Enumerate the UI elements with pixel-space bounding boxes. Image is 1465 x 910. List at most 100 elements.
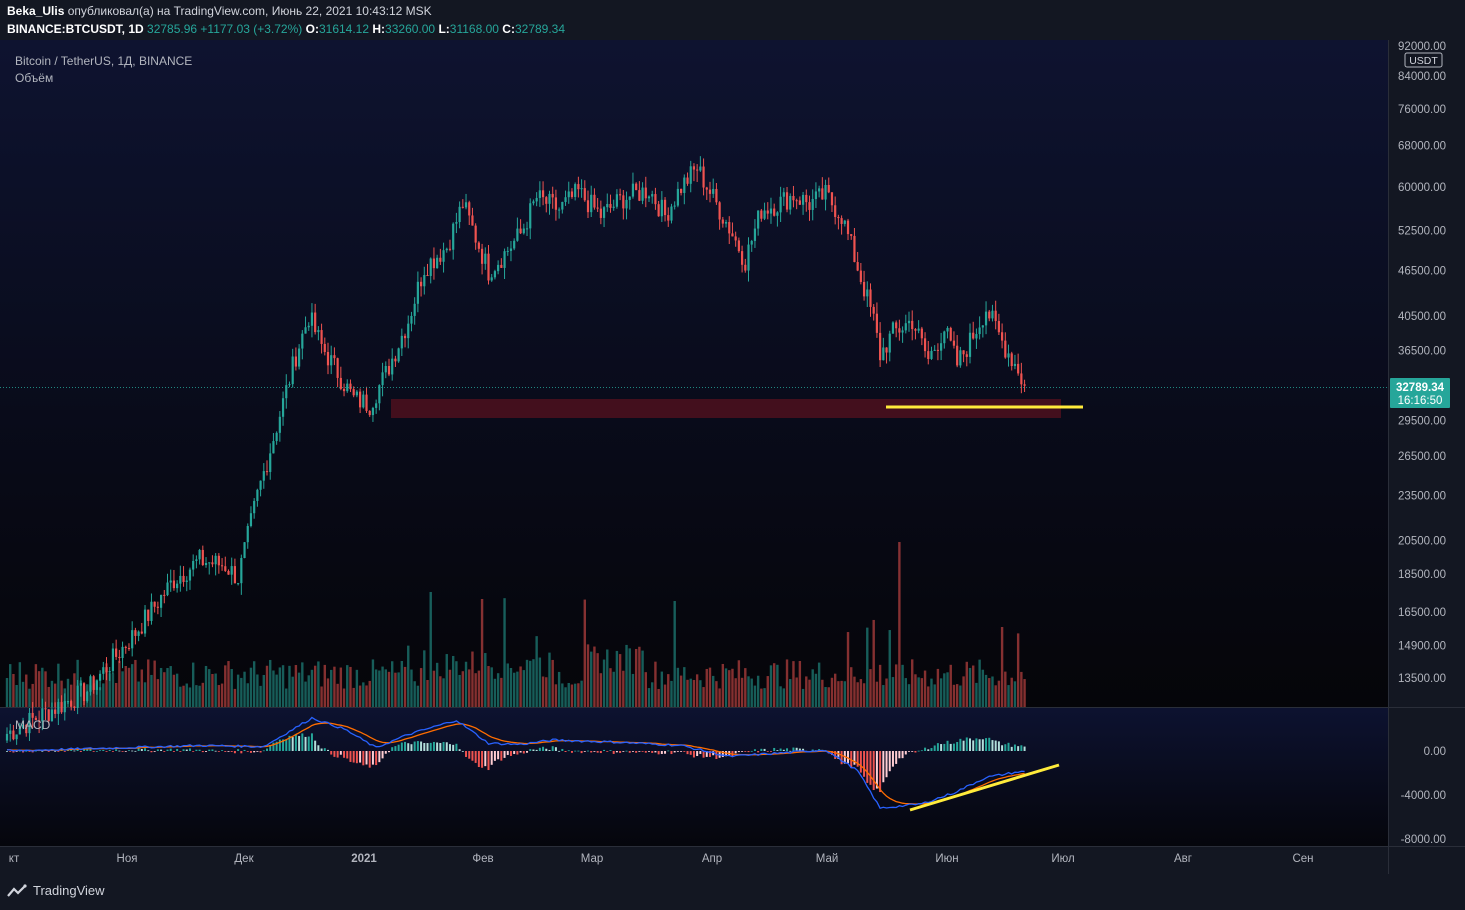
- candle-body: [529, 203, 532, 229]
- macd-bar: [619, 751, 622, 753]
- candle-body: [994, 310, 997, 322]
- macd-bar: [269, 745, 272, 751]
- candle-body: [320, 330, 323, 344]
- candle-body: [959, 350, 962, 366]
- macd-bar: [54, 750, 57, 752]
- currency-label: USDT: [1409, 55, 1438, 67]
- macd-bar: [917, 750, 920, 752]
- time-tick-label: Май: [816, 853, 839, 865]
- volume-bar: [179, 686, 182, 707]
- macd-bar: [962, 740, 965, 751]
- candle-body: [336, 358, 339, 378]
- candle-body: [371, 407, 375, 416]
- volume-bar: [1004, 671, 1007, 707]
- candle-body: [249, 513, 253, 527]
- candle-body: [769, 208, 773, 214]
- macd-bar: [898, 751, 901, 759]
- macd-bar: [509, 751, 512, 756]
- volume-bar: [911, 659, 914, 707]
- macd-bar: [246, 751, 249, 752]
- volume-bar: [769, 665, 773, 707]
- volume-bar: [683, 667, 686, 707]
- volume-bar: [965, 661, 968, 707]
- macd-bar: [484, 751, 487, 767]
- candle-body: [224, 566, 227, 571]
- macd-bar: [946, 740, 949, 751]
- volume-bar: [541, 676, 545, 707]
- volume-legend[interactable]: Объём: [15, 71, 54, 85]
- macd-bar: [985, 738, 988, 751]
- volume-bar: [545, 677, 548, 707]
- candle-body: [497, 264, 500, 272]
- candle-body: [583, 188, 586, 201]
- volume-bar: [795, 677, 798, 707]
- volume-bar: [866, 627, 869, 707]
- volume-bar: [105, 663, 108, 707]
- volume-bar: [201, 682, 205, 707]
- macd-bar: [583, 751, 586, 752]
- candle-body: [991, 310, 994, 319]
- candle-body: [102, 667, 105, 674]
- candles: [5, 156, 1026, 745]
- candle-body: [843, 220, 846, 224]
- candle-body: [564, 197, 567, 202]
- macd-bar: [253, 751, 256, 753]
- candle-body: [930, 350, 933, 359]
- volume-bar: [792, 661, 795, 707]
- macd-bar: [879, 751, 882, 793]
- macd-bar: [387, 751, 390, 753]
- volume-bar: [638, 646, 641, 707]
- volume-bar: [789, 679, 792, 707]
- volume-bar: [561, 683, 564, 707]
- macd-bar: [997, 741, 1000, 751]
- candle-body: [131, 630, 134, 649]
- macd-bar: [217, 751, 220, 752]
- candle-body: [195, 559, 198, 561]
- volume-bar: [538, 657, 542, 707]
- volume-bar: [18, 662, 22, 707]
- price-tick-label: 14900.00: [1398, 641, 1446, 653]
- candle-body: [490, 277, 493, 281]
- price-pane: [0, 40, 1388, 707]
- symbol-label: BINANCE:BTCUSDT, 1D: [7, 22, 144, 36]
- macd-bar: [465, 751, 468, 757]
- macd-bar: [513, 751, 516, 755]
- candle-body: [606, 203, 609, 208]
- macd-bar: [526, 751, 529, 753]
- volume-bar: [374, 669, 378, 707]
- volume-bar: [705, 668, 708, 707]
- volume-bar: [622, 670, 625, 707]
- author-name[interactable]: Beka_Ulis: [7, 4, 65, 18]
- macd-bar: [866, 751, 869, 783]
- candle-body: [731, 233, 734, 237]
- volume-bar: [894, 664, 898, 707]
- candle-body: [355, 391, 358, 396]
- volume-bar: [182, 685, 185, 707]
- volume-bar: [933, 684, 936, 707]
- macd-bar: [416, 741, 419, 751]
- macd-bar: [532, 749, 535, 751]
- macd-bar: [969, 738, 971, 751]
- candle-body: [298, 348, 301, 367]
- volume-bar: [259, 685, 262, 707]
- macd-bar: [609, 750, 612, 751]
- candle-body: [237, 583, 240, 585]
- macd-bar: [445, 742, 448, 751]
- volume-bar: [79, 680, 83, 707]
- macd-bar: [195, 749, 198, 751]
- tradingview-logo[interactable]: TradingView: [7, 883, 105, 898]
- macd-bar: [259, 751, 262, 753]
- series-legend[interactable]: Bitcoin / TetherUS, 1Д, BINANCE: [15, 54, 193, 68]
- volume-bar: [57, 663, 60, 707]
- macd-bar: [660, 751, 663, 754]
- macd-legend[interactable]: MACD: [15, 718, 51, 732]
- macd-bar: [153, 751, 156, 752]
- macd-bar: [625, 750, 628, 752]
- candle-body: [785, 192, 789, 210]
- volume-bars: [5, 542, 1026, 707]
- macd-bar: [89, 749, 92, 751]
- macd-bar: [384, 751, 387, 754]
- volume-bar: [500, 677, 503, 707]
- volume-bar: [25, 674, 28, 707]
- candle-body: [15, 734, 18, 740]
